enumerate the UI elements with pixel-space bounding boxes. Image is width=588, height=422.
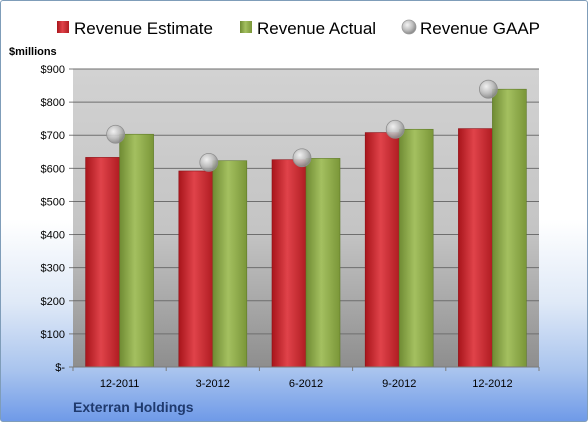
- y-tick-label: $600: [41, 163, 65, 175]
- y-tick-label: $900: [41, 64, 65, 76]
- bar-revenue-actual: [212, 160, 248, 368]
- y-axis-ticks: $- $100 $200 $300 $400 $500 $600 $700 $800 $900: [41, 64, 73, 374]
- x-tick-label: 9-2012: [382, 378, 416, 390]
- marker-revenue-gaap: [292, 148, 312, 168]
- marker-revenue-gaap: [106, 124, 125, 144]
- marker-revenue-gaap: [199, 152, 219, 172]
- legend-swatch-revenue-actual: [240, 21, 252, 33]
- y-tick-label: $100: [41, 329, 65, 341]
- marker-revenue-gaap: [385, 119, 405, 139]
- y-tick-label: $200: [41, 296, 65, 308]
- y-tick-label: $-: [55, 362, 65, 374]
- bar-revenue-actual: [119, 133, 154, 368]
- y-axis-unit-label: $millions: [9, 46, 57, 58]
- legend-swatch-revenue-estimate: [57, 21, 69, 33]
- marker-revenue-gaap: [478, 79, 498, 99]
- x-tick-label: 3-2012: [196, 378, 230, 390]
- legend: Revenue Estimate Revenue Actual Revenue …: [57, 19, 540, 38]
- bar-revenue-actual: [305, 158, 341, 368]
- y-tick-label: $300: [41, 263, 65, 275]
- bar-revenue-actual: [492, 88, 527, 368]
- legend-label-revenue-estimate: Revenue Estimate: [74, 19, 213, 38]
- bars: [85, 88, 527, 368]
- x-tick-label: 12-2012: [472, 378, 512, 390]
- y-tick-label: $800: [41, 97, 65, 109]
- x-tick-label: 6-2012: [289, 378, 323, 390]
- bar-revenue-estimate: [85, 157, 120, 368]
- legend-marker-revenue-gaap: [401, 19, 417, 35]
- legend-label-revenue-actual: Revenue Actual: [257, 19, 376, 38]
- bar-revenue-estimate: [178, 170, 214, 368]
- bar-revenue-estimate: [364, 132, 400, 368]
- legend-label-revenue-gaap: Revenue GAAP: [420, 19, 540, 38]
- bar-revenue-estimate: [458, 128, 493, 368]
- bar-revenue-actual: [398, 128, 434, 368]
- y-tick-label: $700: [41, 130, 65, 142]
- y-tick-label: $500: [41, 196, 65, 208]
- bar-revenue-estimate: [271, 159, 307, 368]
- gaap-markers: [106, 79, 498, 172]
- y-tick-label: $400: [41, 230, 65, 242]
- x-tick-label: 12-2011: [100, 378, 140, 390]
- company-name: Exterran Holdings: [73, 399, 194, 415]
- x-axis-ticks: 12-2011 3-2012 6-2012 9-2012 12-2012: [72, 367, 540, 390]
